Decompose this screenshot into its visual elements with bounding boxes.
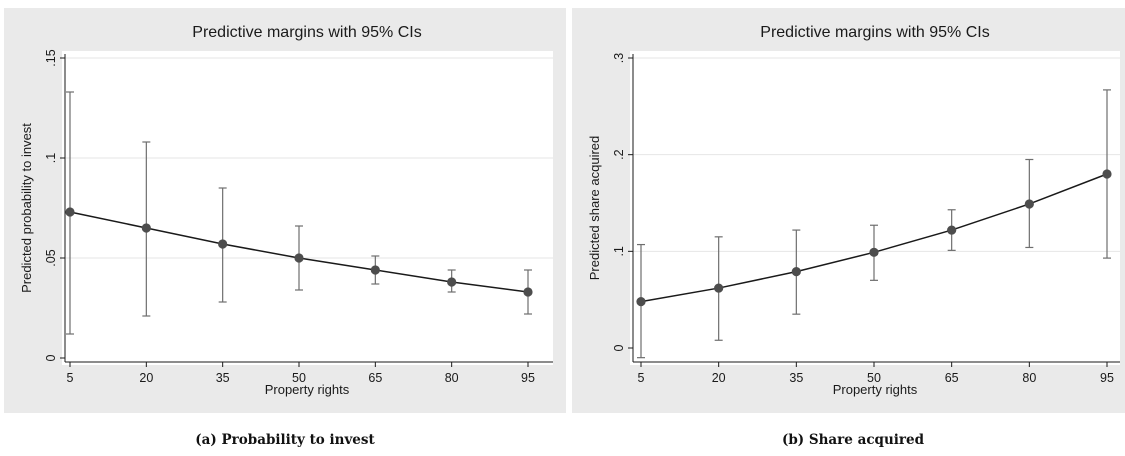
data-point bbox=[791, 267, 801, 277]
y-tick-label: .3 bbox=[612, 53, 626, 63]
plot-area bbox=[630, 51, 1120, 365]
data-point bbox=[1102, 169, 1112, 179]
x-tick-label: 65 bbox=[368, 371, 382, 385]
figure-caption-b: (b) Share acquired bbox=[781, 432, 925, 448]
figure-caption-a: (a) Probability to invest bbox=[195, 432, 375, 448]
y-tick-label: .05 bbox=[44, 249, 58, 266]
chart-panel-probability-to-invest: 0 .05 .1 .15 5 20 35 50 65 80 95 Predictive margi… bbox=[4, 8, 566, 413]
y-tick-label: .1 bbox=[612, 246, 626, 256]
x-tick-label: 95 bbox=[521, 371, 535, 385]
x-tick-label: 95 bbox=[1100, 371, 1114, 385]
chart-svg: 0 .05 .1 .15 5 20 35 50 65 80 95 Predictive margi… bbox=[4, 8, 566, 413]
data-point bbox=[141, 223, 151, 233]
y-tick-label: 0 bbox=[612, 344, 626, 351]
data-point bbox=[370, 265, 380, 275]
x-axis-label: Property rights bbox=[833, 382, 918, 397]
x-tick-label: 35 bbox=[216, 371, 230, 385]
y-axis-label: Predicted probability to invest bbox=[19, 123, 34, 293]
data-point bbox=[1024, 199, 1034, 209]
y-tick-label: .2 bbox=[612, 149, 626, 159]
data-point bbox=[218, 239, 228, 249]
data-point bbox=[869, 247, 879, 257]
x-tick-label: 20 bbox=[139, 371, 153, 385]
data-point bbox=[714, 283, 724, 293]
data-point bbox=[294, 253, 304, 263]
x-tick-label: 5 bbox=[67, 371, 74, 385]
x-tick-label: 80 bbox=[445, 371, 459, 385]
x-tick-label: 50 bbox=[867, 371, 881, 385]
x-tick-label: 5 bbox=[638, 371, 645, 385]
data-point bbox=[447, 277, 457, 287]
y-tick-label: .1 bbox=[44, 153, 58, 163]
chart-title: Predictive margins with 95% CIs bbox=[760, 24, 989, 41]
y-axis-label: Predicted share acquired bbox=[587, 136, 602, 281]
plot-area bbox=[62, 51, 553, 365]
x-tick-label: 50 bbox=[292, 371, 306, 385]
data-point bbox=[523, 287, 533, 297]
x-axis-label: Property rights bbox=[265, 382, 350, 397]
data-point bbox=[947, 225, 957, 235]
x-tick-label: 80 bbox=[1022, 371, 1036, 385]
y-tick-label: 0 bbox=[44, 354, 58, 361]
x-tick-label: 20 bbox=[712, 371, 726, 385]
chart-panel-share-acquired: 0 .1 .2 .3 5 20 35 50 65 80 95 Predictive margins… bbox=[572, 8, 1125, 413]
chart-title: Predictive margins with 95% CIs bbox=[192, 24, 421, 41]
x-tick-label: 35 bbox=[789, 371, 803, 385]
y-tick-label: .15 bbox=[44, 49, 58, 66]
chart-svg: 0 .1 .2 .3 5 20 35 50 65 80 95 Predictive margins… bbox=[572, 8, 1125, 413]
data-point bbox=[65, 207, 75, 217]
data-point bbox=[636, 297, 646, 307]
x-tick-label: 65 bbox=[945, 371, 959, 385]
